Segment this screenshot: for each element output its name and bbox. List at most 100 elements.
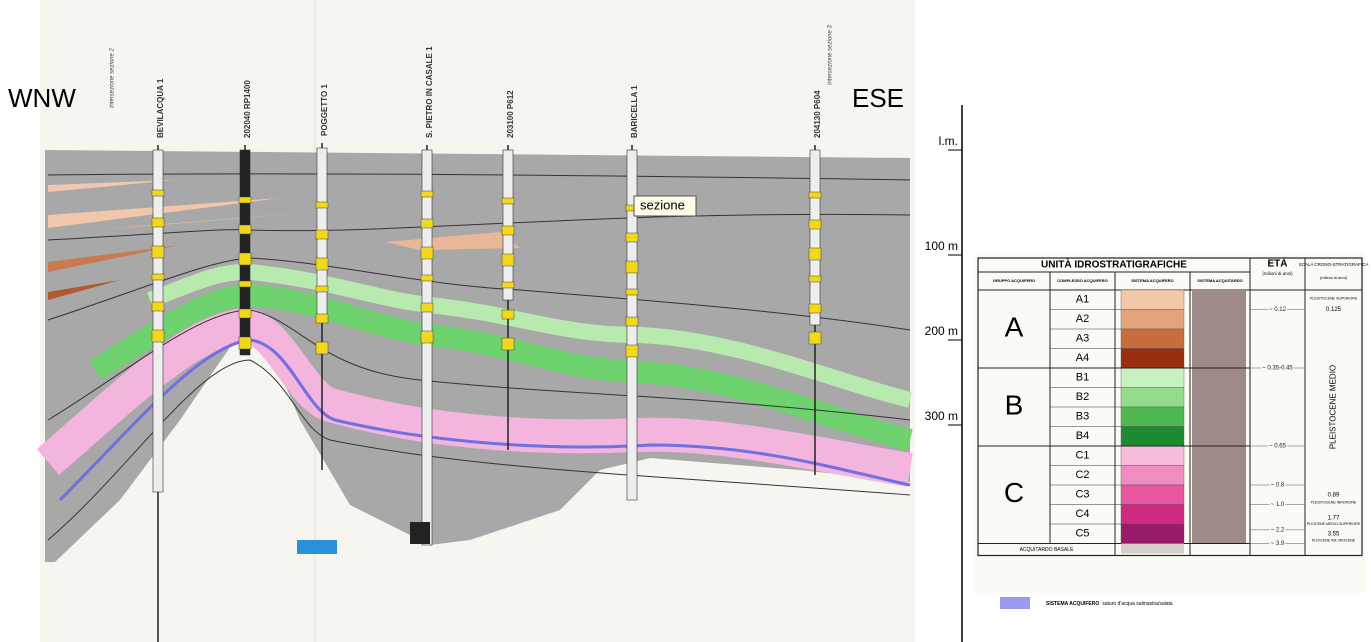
well-sand: [316, 202, 328, 208]
note-swatch: [1000, 597, 1030, 609]
direction-left: WNW: [8, 83, 76, 113]
chrono-header: SCALA CRONO-STRATIGRAFICA: [1299, 262, 1369, 267]
aquifer-swatch: [1121, 329, 1184, 349]
chrono-label: PLIOCENE MEDIO-SUPERIORE: [1307, 522, 1361, 526]
well-column: [810, 150, 820, 325]
well-sand: [809, 220, 821, 229]
age-label: ~ 0.12: [1269, 307, 1287, 313]
complex-label: A3: [1076, 333, 1089, 345]
well-column: [153, 150, 163, 492]
age-label: ~ 0.8: [1271, 483, 1285, 489]
aquitard-swatch: [1192, 290, 1246, 544]
well-sand: [152, 218, 164, 227]
well-name: S. PIETRO IN CASALE 1: [425, 46, 434, 138]
complex-label: B3: [1076, 411, 1089, 423]
aquifer-swatch: [1121, 485, 1184, 505]
aquifer-swatch: [1121, 388, 1184, 408]
chrono-label: PLIOCENE INF. MIOCENE: [1312, 539, 1356, 543]
chrono-label: 1.77: [1328, 516, 1340, 522]
well-sand: [809, 304, 821, 313]
aquifer-swatch: [1121, 446, 1184, 466]
age-label: ~ 0.65: [1269, 444, 1287, 450]
well-base: [410, 522, 430, 544]
well-sand: [316, 258, 328, 270]
chrono-label: 3.55: [1328, 531, 1340, 537]
direction-right: ESE: [852, 83, 904, 113]
well-sand: [421, 191, 433, 197]
aquifer-swatch: [1121, 310, 1184, 330]
table-title: UNITÀ IDROSTRATIGRAFICHE: [1041, 258, 1187, 271]
well-sand: [626, 289, 638, 295]
age-label: ~ 1.0: [1271, 502, 1285, 508]
well-sand: [502, 338, 514, 350]
age-label: ~ 2.2: [1271, 527, 1285, 533]
well-name: 202040 RP1400: [243, 80, 252, 138]
age-header: ETÀ: [1268, 257, 1288, 270]
aquifer-swatch: [1121, 505, 1184, 525]
cross-section: BEVILACQUA 1 202040 RP1400 POGGETTO 1 S. PI…: [8, 0, 915, 642]
note-bold: SISTEMA ACQUIFERO: [1046, 601, 1099, 607]
well-sand: [626, 233, 638, 242]
base-swatch: [1121, 544, 1184, 554]
well-sand: [626, 317, 638, 326]
callout: sezione: [634, 196, 696, 216]
well-sand: [239, 253, 251, 265]
well-sand: [152, 246, 164, 258]
column-header: GRUPPO ACQUIFERO: [993, 278, 1035, 283]
well-sand: [626, 345, 638, 357]
aquifer-swatch: [1121, 466, 1184, 486]
aquifer-swatch: [1121, 524, 1184, 544]
well-sand: [316, 314, 328, 323]
well-sand: [502, 282, 514, 288]
well-column: [422, 150, 432, 545]
aquifer-swatch: [1121, 407, 1184, 427]
age-label: ~ 3.9: [1271, 541, 1285, 547]
well-sand: [421, 303, 433, 312]
scale-label: 300 m: [925, 409, 958, 423]
complex-label: A2: [1076, 313, 1089, 325]
complex-label: A1: [1076, 294, 1089, 306]
well-sand: [152, 302, 164, 311]
well-name: BEVILACQUA 1: [156, 78, 165, 138]
well-sand: [502, 310, 514, 319]
intersection-label: intersezione sezione 2: [110, 47, 116, 107]
well-sand: [239, 225, 251, 234]
well-sand: [152, 190, 164, 196]
group-label: B: [1005, 389, 1024, 420]
complex-label: C5: [1075, 528, 1089, 540]
column-header: COMPLESSO ACQUIFERO: [1057, 278, 1108, 283]
well-sand: [809, 276, 821, 282]
chrono-unit: (milioni di anni): [1320, 275, 1348, 280]
chrono-label: PLEISTOCENE MEDIO: [1329, 365, 1338, 449]
complex-label: A4: [1076, 352, 1089, 364]
well-sand: [502, 254, 514, 266]
intersection-label: intersezione sezione 3: [828, 24, 834, 84]
group-label: A: [1005, 311, 1024, 342]
well-sand: [152, 274, 164, 280]
well-column: [503, 150, 513, 300]
complex-label: B2: [1076, 391, 1089, 403]
aquifer-swatch: [1121, 290, 1184, 310]
well-sand: [316, 286, 328, 292]
complex-label: C3: [1075, 489, 1089, 501]
well-sand: [316, 230, 328, 239]
well-sand: [239, 337, 251, 349]
well-sand: [626, 261, 638, 273]
aquifer-swatch: [1121, 427, 1184, 447]
scale-label: 200 m: [925, 324, 958, 338]
well-water: [297, 540, 337, 554]
base-label: ACQUITARDO BASALE: [1020, 547, 1074, 553]
complex-label: B1: [1076, 372, 1089, 384]
well-sand: [421, 275, 433, 281]
well-sand: [809, 332, 821, 344]
age-unit: (milioni di anni): [1262, 271, 1293, 276]
complex-label: B4: [1076, 430, 1089, 442]
chrono-label: PLEISTOCENE INFERIORE: [1311, 501, 1357, 505]
group-label: C: [1004, 477, 1024, 508]
well-name: 203100 P612: [506, 90, 515, 138]
chrono-label: PLEISTOCENE SUPERIORE: [1310, 297, 1358, 301]
well-sand: [809, 248, 821, 260]
well-name: POGGETTO 1: [320, 84, 329, 136]
well-name: 204130 P604: [813, 90, 822, 138]
complex-label: C2: [1075, 469, 1089, 481]
